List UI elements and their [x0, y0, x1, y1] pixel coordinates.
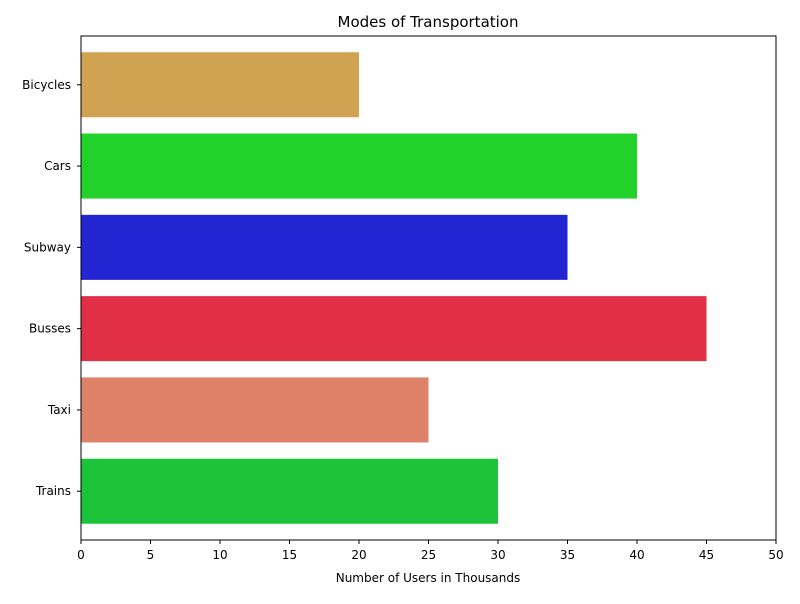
y-tick-label: Busses: [29, 322, 71, 336]
x-tick-label: 10: [212, 548, 227, 562]
bar-trains: [81, 458, 498, 524]
plot-frame: [80, 35, 777, 541]
bar-taxi: [81, 377, 429, 443]
y-tick-label: Trains: [35, 484, 71, 498]
bar-cars: [81, 133, 637, 199]
x-tick-label: 50: [768, 548, 783, 562]
x-tick-label: 45: [699, 548, 714, 562]
x-axis: 0 5 10 15 20 25 30 35 40 45 50: [77, 540, 784, 562]
x-axis-label: Number of Users in Thousands: [336, 571, 521, 585]
chart-title: Modes of Transportation: [338, 13, 519, 31]
x-tick-label: 0: [77, 548, 85, 562]
bar-bicycles: [81, 52, 359, 118]
x-tick-label: 30: [490, 548, 505, 562]
x-tick-label: 35: [560, 548, 575, 562]
y-axis: Bicycles Cars Subway Busses Taxi Trains: [22, 78, 81, 498]
bar-subway: [81, 214, 568, 280]
y-tick-label: Cars: [44, 159, 71, 173]
bars-group: [81, 52, 707, 524]
x-tick-label: 20: [351, 548, 366, 562]
x-tick-label: 15: [282, 548, 297, 562]
bar-busses: [81, 296, 707, 362]
y-tick-label: Taxi: [47, 403, 71, 417]
x-tick-label: 5: [147, 548, 155, 562]
y-tick-label: Bicycles: [22, 78, 71, 92]
y-tick-label: Subway: [24, 240, 71, 254]
x-tick-label: 40: [629, 548, 644, 562]
x-tick-label: 25: [421, 548, 436, 562]
